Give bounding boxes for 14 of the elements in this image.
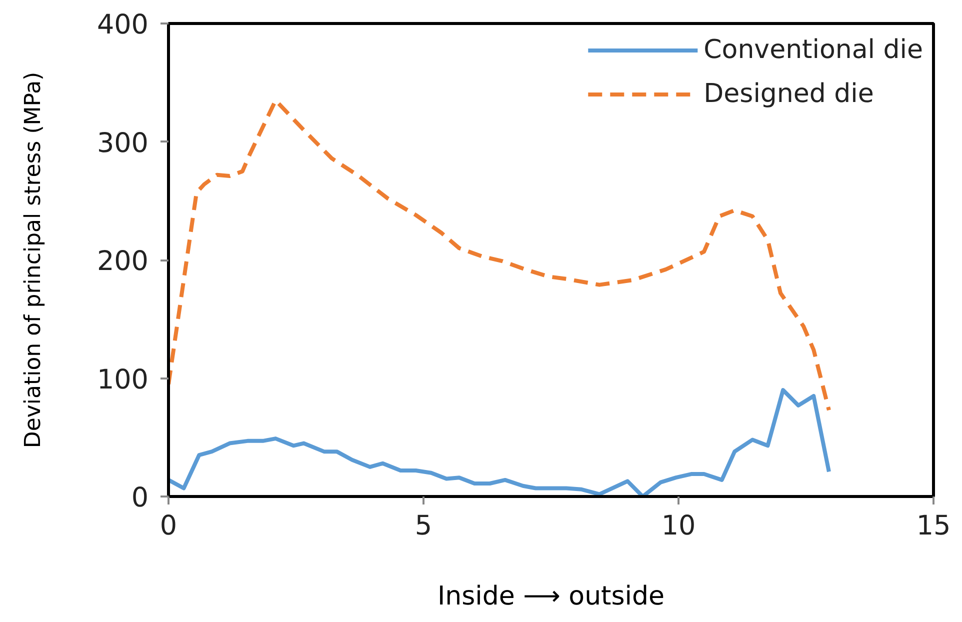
- legend-label: Conventional die: [704, 34, 923, 67]
- y-tick-label: 200: [96, 246, 149, 277]
- x-tick-label: 15: [916, 510, 951, 542]
- y-tick-label: 300: [96, 128, 149, 159]
- y-tick-label: 400: [96, 10, 149, 40]
- x-tick-label: 5: [414, 510, 432, 542]
- x-axis-title: Inside ⟶ outside: [437, 582, 665, 612]
- y-tick-label: 100: [96, 364, 149, 396]
- y-axis-title: Deviation of principal stress (MPa): [20, 72, 46, 448]
- y-tick-label: 0: [131, 482, 149, 514]
- line-series: [168, 388, 831, 496]
- x-tick-label: 0: [160, 510, 178, 542]
- legend-label: Designed die: [704, 78, 874, 111]
- x-tick-label: 10: [661, 510, 696, 542]
